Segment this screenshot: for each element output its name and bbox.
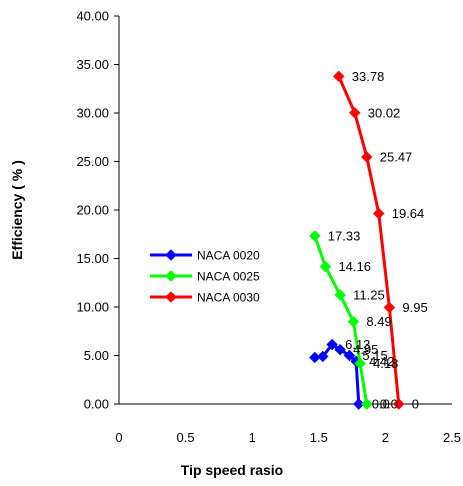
data-point-marker bbox=[349, 107, 361, 119]
legend-item: NACA 0025 bbox=[150, 270, 260, 284]
data-point-marker bbox=[361, 151, 373, 163]
legend-swatch-marker bbox=[165, 291, 177, 303]
x-tick-label: 2.5 bbox=[443, 430, 461, 445]
x-tick-label: 2 bbox=[382, 430, 389, 445]
data-label: 5.15 bbox=[362, 348, 387, 363]
data-point-marker bbox=[373, 207, 385, 220]
legend-item: NACA 0020 bbox=[150, 249, 260, 263]
data-point-marker bbox=[383, 301, 396, 314]
data-point-marker bbox=[333, 70, 345, 83]
data-point-marker bbox=[334, 343, 346, 356]
data-label: 11.25 bbox=[353, 287, 385, 302]
y-tick-label: 25.00 bbox=[76, 154, 109, 169]
series-line bbox=[313, 235, 369, 405]
data-labels: 6.134.955.154.42 0.0 17.33 14.16 11.25 8.49 4.… bbox=[328, 69, 428, 412]
data-label: 0 bbox=[412, 397, 419, 412]
legend-label: NACA 0030 bbox=[197, 291, 260, 305]
data-point-marker bbox=[361, 398, 373, 410]
data-label: 17.33 bbox=[328, 228, 361, 243]
y-tick-label: 30.00 bbox=[76, 106, 109, 121]
data-label: 4.95 bbox=[353, 342, 378, 357]
series-naca-0025 bbox=[309, 230, 373, 410]
y-tick-label: 5.00 bbox=[84, 348, 109, 363]
data-point-marker bbox=[319, 260, 332, 273]
series-line bbox=[337, 75, 401, 405]
data-label: 4.18 bbox=[373, 356, 398, 371]
x-tick-label: 0.5 bbox=[177, 430, 195, 445]
y-tick-label: 20.00 bbox=[76, 203, 109, 218]
data-label: 0.0 bbox=[372, 397, 390, 412]
data-label: 8.49 bbox=[366, 314, 391, 329]
legend-label: NACA 0020 bbox=[197, 249, 260, 263]
legend-item: NACA 0030 bbox=[150, 291, 260, 305]
data-label: 6.13 bbox=[345, 337, 370, 352]
data-label: 30.02 bbox=[368, 105, 401, 120]
x-axis-title: Tip speed rasio bbox=[181, 462, 283, 478]
data-point-marker bbox=[334, 289, 346, 301]
data-label: 9.95 bbox=[402, 300, 427, 315]
y-tick-label: 10.00 bbox=[76, 300, 109, 315]
data-label: 4.42 bbox=[369, 354, 394, 369]
legend-swatch-marker bbox=[165, 270, 177, 282]
series-naca-0030 bbox=[333, 70, 405, 410]
y-tick-label: 15.00 bbox=[76, 251, 109, 266]
x-tick-label: 0 bbox=[115, 430, 122, 445]
legend-label: NACA 0025 bbox=[197, 270, 260, 284]
data-point-marker bbox=[343, 349, 356, 362]
data-point-marker bbox=[353, 398, 365, 410]
y-tick-label: 40.00 bbox=[76, 9, 109, 24]
data-point-marker bbox=[347, 315, 360, 328]
data-point-marker bbox=[393, 398, 405, 410]
data-label: 0.0 bbox=[380, 397, 398, 412]
x-tick-label: 1 bbox=[249, 430, 256, 445]
series-layer bbox=[309, 70, 405, 410]
data-point-marker bbox=[309, 230, 321, 242]
x-axis-ticks: 0 0.5 1 1.5 2 2.5 bbox=[115, 430, 461, 445]
data-label: 33.78 bbox=[352, 69, 385, 84]
data-point-marker bbox=[326, 338, 338, 351]
data-point-marker bbox=[317, 350, 329, 363]
legend: NACA 0020 NACA 0025 NACA 0030 bbox=[150, 249, 260, 305]
data-label: 14.16 bbox=[338, 259, 371, 274]
y-axis-title: Efficiency ( % ) bbox=[9, 160, 25, 260]
legend-swatch-marker bbox=[165, 249, 177, 261]
y-tick-label: 35.00 bbox=[76, 57, 109, 72]
data-label: 25.47 bbox=[380, 149, 413, 164]
x-tick-label: 1.5 bbox=[310, 430, 328, 445]
y-tick-label: 0.00 bbox=[84, 397, 109, 412]
data-label: 19.64 bbox=[392, 206, 425, 221]
data-point-marker bbox=[354, 357, 366, 370]
y-axis-ticks: 0.00 5.00 10.00 15.00 20.00 25.00 30.00 35.00 40… bbox=[76, 9, 119, 412]
